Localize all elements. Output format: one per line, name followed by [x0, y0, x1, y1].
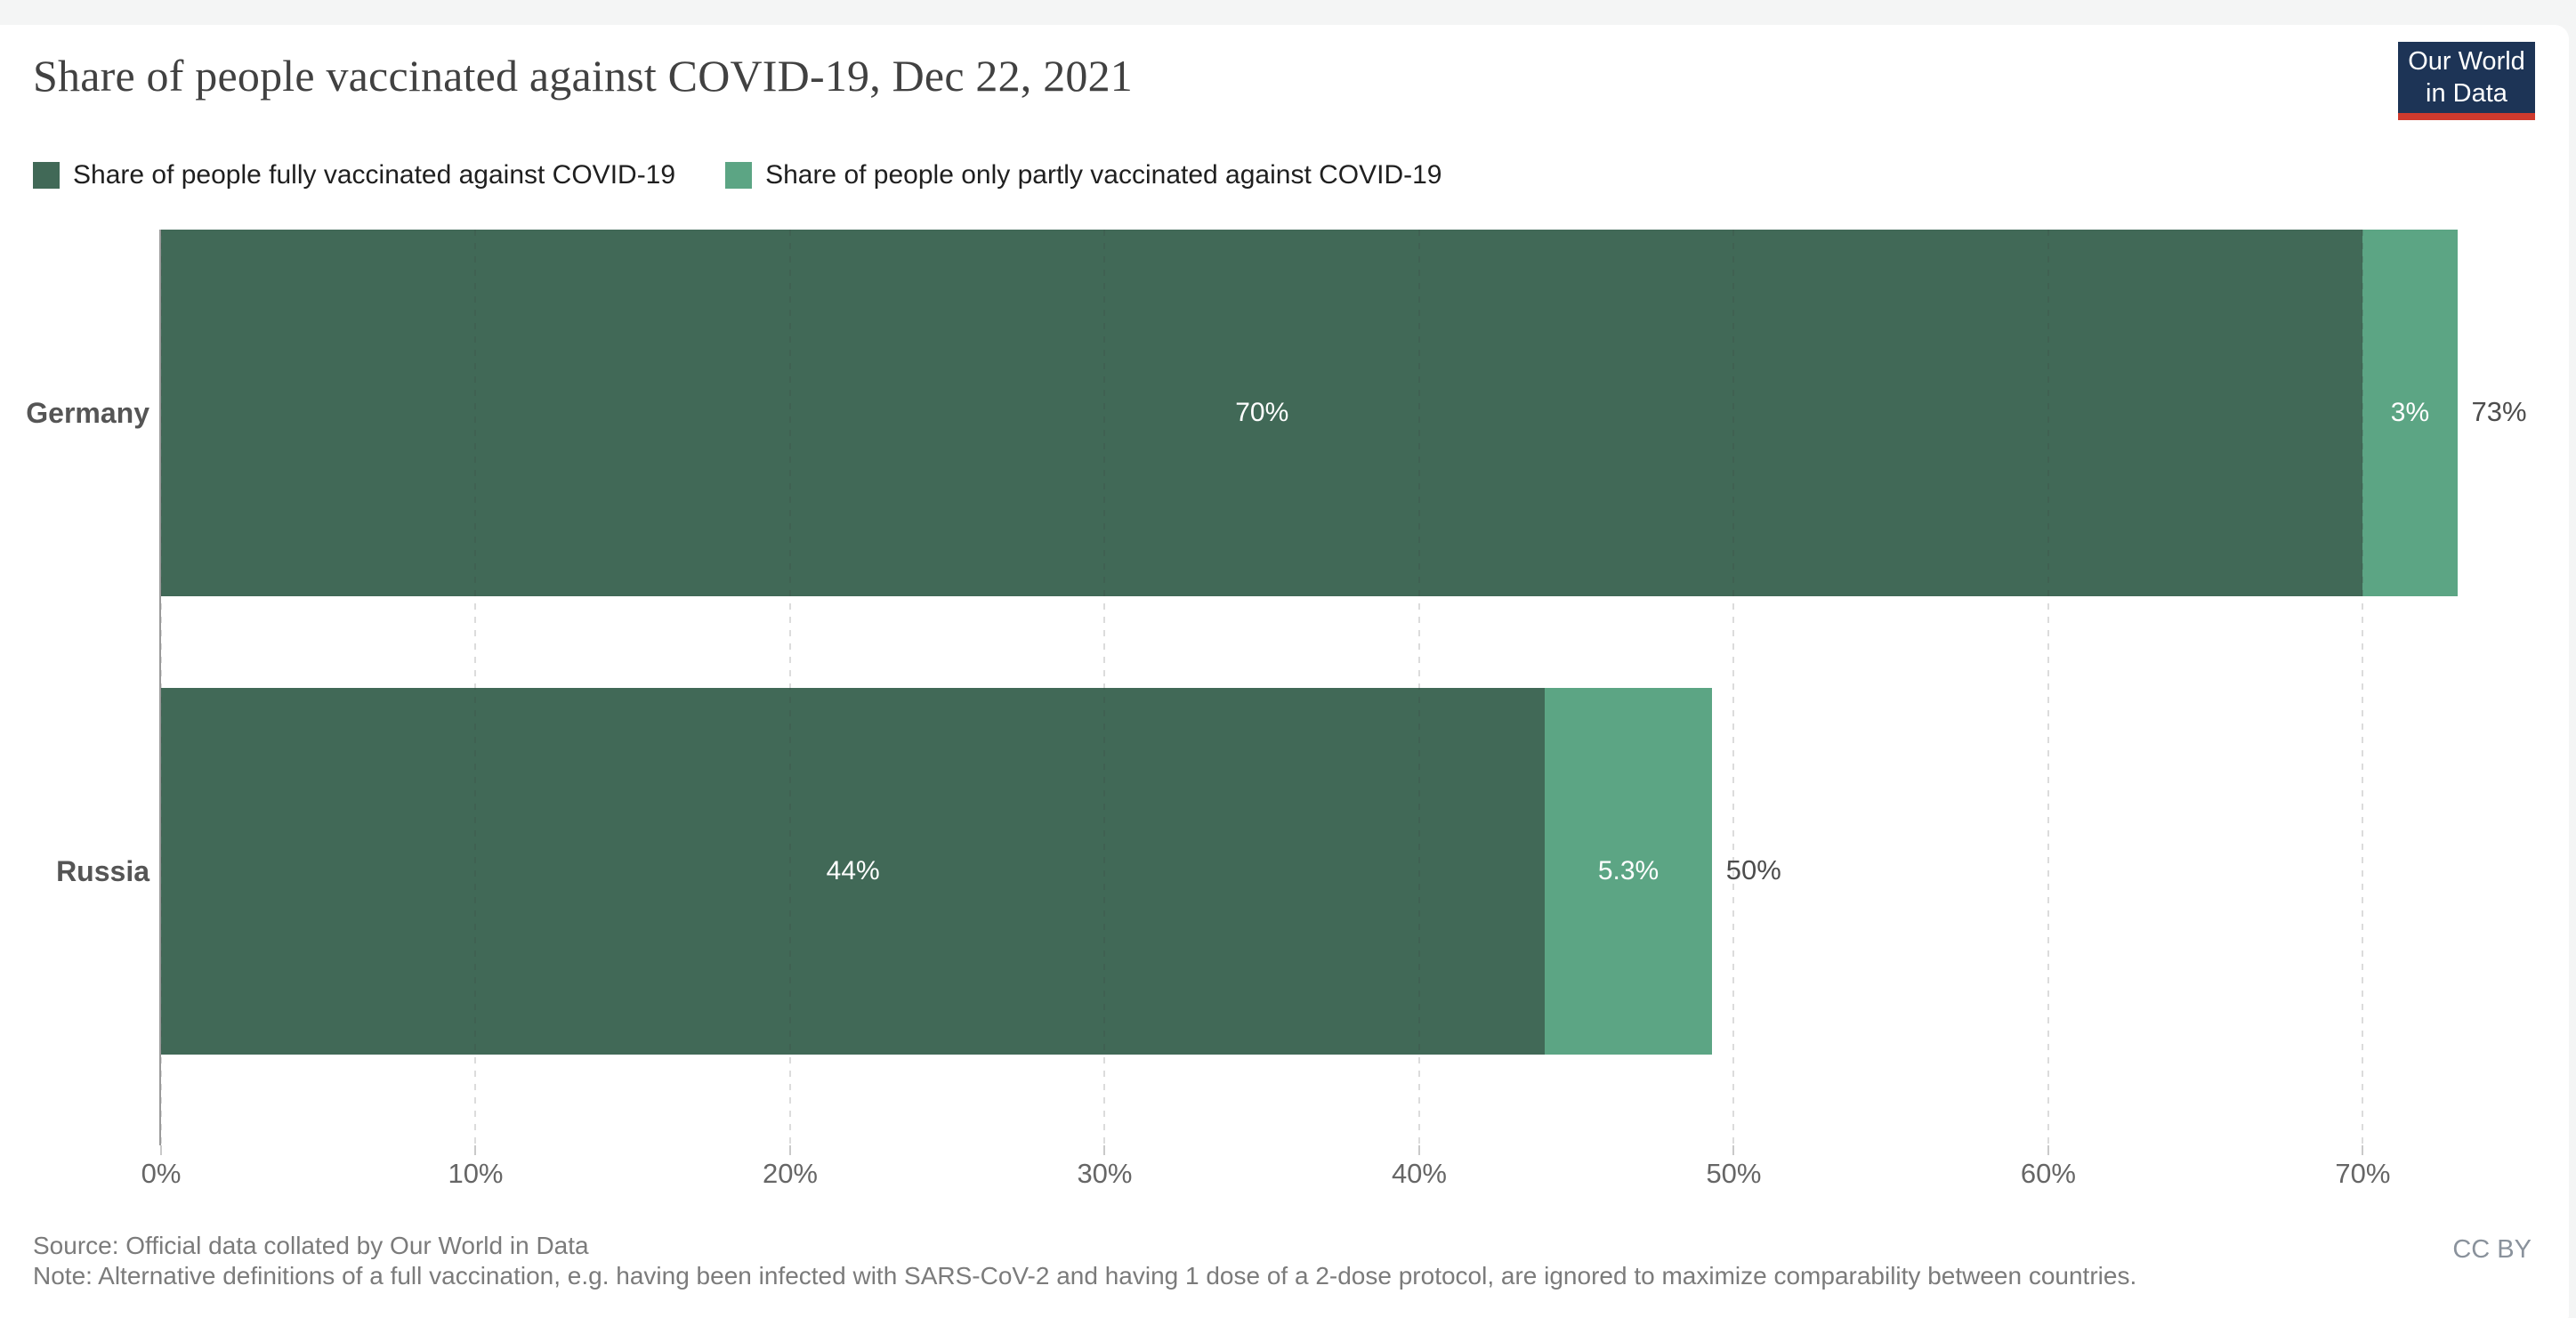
x-tick-label: 40% [1391, 1158, 1447, 1189]
footer-note: Note: Alternative definitions of a full … [33, 1262, 2137, 1290]
legend-label-fully-vaccinated: Share of people fully vaccinated against… [73, 160, 676, 190]
x-tick-label: 20% [762, 1158, 818, 1189]
bar-total-label-russia: 50% [1725, 854, 1781, 885]
tick-mark-10% [474, 1145, 477, 1155]
gridline-60% [2047, 230, 2049, 1145]
tick-mark-0% [160, 1145, 162, 1155]
bar-total-label-germany: 73% [2471, 396, 2527, 427]
bar-value-label: 70% [1235, 398, 1289, 427]
tick-mark-50% [1732, 1145, 1735, 1155]
gridline-70% [2362, 230, 2364, 1145]
bar-chart: 0% 10% 20% 30% 40% 50% 60% 70% Germany 70% 3% 73% Ru… [0, 230, 2569, 1226]
country-label-russia: Russia [56, 855, 149, 887]
gridline-40% [1417, 230, 1420, 1145]
x-tick-label: 10% [448, 1158, 504, 1189]
x-tick-label: 60% [2020, 1158, 2076, 1189]
bar-value-label: 44% [826, 856, 880, 885]
gridline-30% [1103, 230, 1106, 1145]
legend-label-partly-vaccinated: Share of people only partly vaccinated a… [765, 160, 1442, 190]
bar-value-label: 5.3% [1597, 856, 1659, 885]
x-tick-label: 0% [141, 1158, 182, 1189]
country-label-germany: Germany [26, 397, 149, 429]
x-tick-label: 70% [2335, 1158, 2391, 1189]
gridline-20% [788, 230, 791, 1145]
tick-mark-40% [1417, 1145, 1420, 1155]
legend: Share of people fully vaccinated against… [33, 160, 1442, 190]
gridline-10% [474, 230, 477, 1145]
bar-segment-russia-partly[interactable]: 5.3% [1545, 688, 1712, 1055]
x-tick-label: 30% [1077, 1158, 1133, 1189]
license-link[interactable]: CC BY [2452, 1235, 2532, 1264]
chart-card: Share of people vaccinated against COVID… [0, 25, 2569, 1318]
footer-source: Source: Official data collated by Our Wo… [33, 1232, 589, 1259]
x-tick-label: 50% [1706, 1158, 1762, 1189]
gridline-50% [1732, 230, 1735, 1145]
tick-mark-60% [2047, 1145, 2049, 1155]
bar-segment-germany-fully[interactable]: 70% [161, 230, 2363, 596]
owid-logo-line2: in Data [2426, 79, 2507, 108]
chart-title: Share of people vaccinated against COVID… [33, 51, 1134, 101]
tick-mark-70% [2362, 1145, 2364, 1155]
owid-logo-line1: Our World [2408, 47, 2525, 76]
legend-swatch-partly-vaccinated-icon [725, 162, 753, 189]
gridline-0% [160, 230, 162, 1145]
bar-segment-russia-fully[interactable]: 44% [161, 688, 1546, 1055]
tick-mark-30% [1103, 1145, 1106, 1155]
legend-swatch-fully-vaccinated-icon [33, 162, 60, 189]
legend-item-partly-vaccinated[interactable]: Share of people only partly vaccinated a… [725, 160, 1442, 190]
y-axis-line [159, 230, 161, 1145]
bar-segment-germany-partly[interactable]: 3% [2362, 230, 2458, 596]
tick-mark-20% [788, 1145, 791, 1155]
bar-value-label: 3% [2390, 398, 2430, 427]
legend-item-fully-vaccinated[interactable]: Share of people fully vaccinated against… [33, 160, 675, 190]
owid-logo[interactable]: Our World in Data [2398, 42, 2535, 120]
